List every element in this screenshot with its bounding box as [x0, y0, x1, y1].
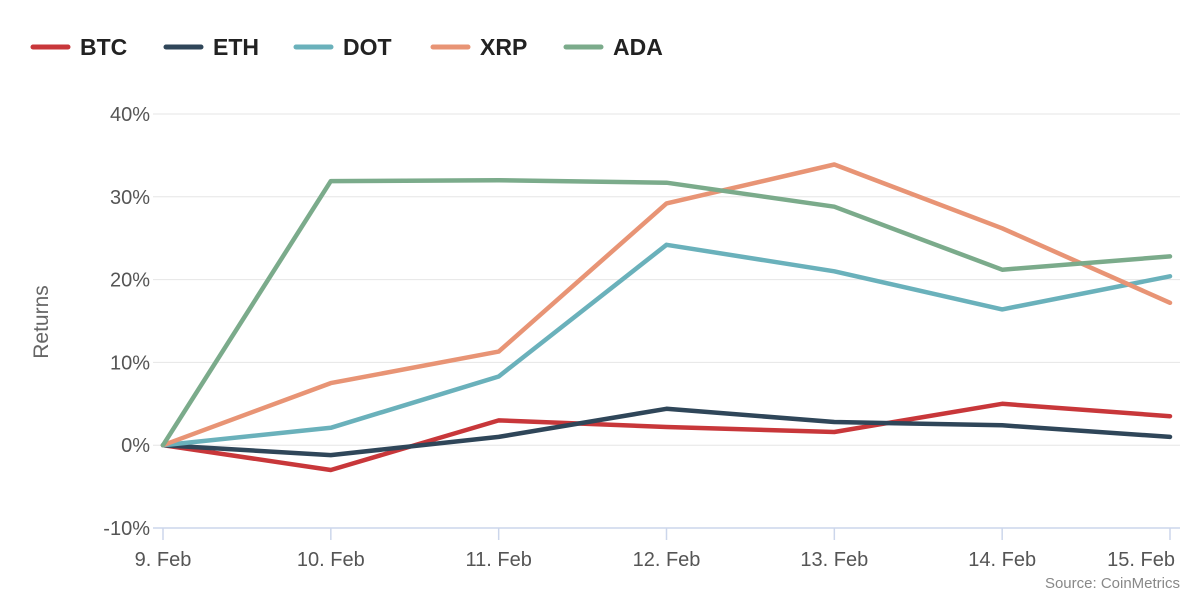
y-tick-label: 20% [110, 270, 150, 292]
series-line-xrp[interactable] [160, 162, 1173, 448]
y-tick-label: -10% [103, 518, 150, 540]
legend-label: XRP [480, 34, 527, 60]
legend[interactable]: BTC ETH DOT XRP ADA [30, 34, 663, 60]
legend-label: ETH [213, 34, 259, 60]
y-tick-label: 0% [121, 435, 150, 457]
x-tick-label: 12. Feb [633, 549, 701, 571]
x-tick-label: 14. Feb [968, 549, 1036, 571]
legend-label: DOT [343, 34, 392, 60]
series-line-dot[interactable] [160, 242, 1173, 448]
y-tick-label: 30% [110, 187, 150, 209]
legend-label: ADA [613, 34, 663, 60]
y-tick-label: 40% [110, 104, 150, 126]
legend-label: BTC [80, 34, 127, 60]
x-axis-labels: 9. Feb 10. Feb 11. Feb 12. Feb 13. Feb 14. Fe… [135, 549, 1175, 571]
legend-item-btc[interactable]: BTC [30, 34, 127, 60]
source-credit: Source: CoinMetrics [1045, 575, 1180, 592]
series-lines [160, 162, 1173, 473]
series-line-ada[interactable] [160, 177, 1173, 448]
legend-item-eth[interactable]: ETH [163, 34, 259, 60]
series-line-eth[interactable] [160, 406, 1173, 458]
gridlines [153, 113, 1180, 446]
x-axis [153, 527, 1180, 540]
x-tick-label: 15. Feb [1107, 549, 1175, 571]
y-tick-label: 10% [110, 352, 150, 374]
y-axis-title: Returns [30, 285, 53, 359]
y-axis: -10% 0% 10% 20% 30% 40% [103, 104, 150, 540]
x-tick-label: 13. Feb [800, 549, 868, 571]
x-tick-label: 11. Feb [465, 549, 531, 571]
legend-item-xrp[interactable]: XRP [430, 34, 527, 60]
series-line-btc[interactable] [160, 401, 1173, 473]
legend-item-ada[interactable]: ADA [563, 34, 663, 60]
x-tick-label: 9. Feb [135, 549, 192, 571]
legend-item-dot[interactable]: DOT [293, 34, 392, 60]
x-tick-label: 10. Feb [297, 549, 365, 571]
